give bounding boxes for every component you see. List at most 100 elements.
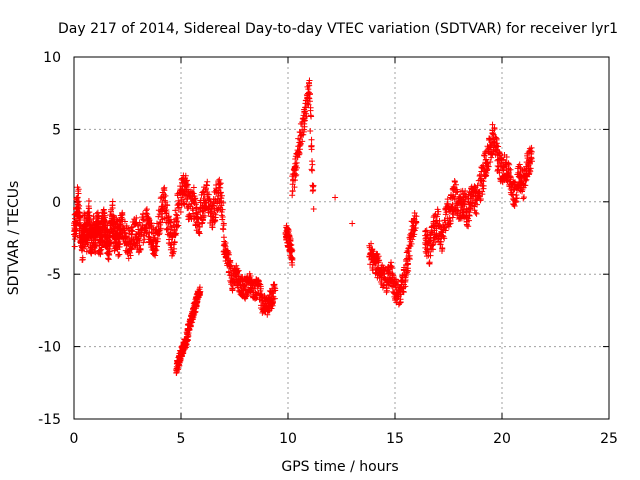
- data-point: [216, 184, 223, 191]
- data-point: [389, 271, 396, 278]
- data-point: [306, 90, 313, 97]
- data-point: [528, 154, 535, 161]
- y-tick-label: 0: [52, 195, 61, 211]
- data-point: [413, 219, 420, 226]
- data-point: [349, 220, 356, 227]
- data-point: [157, 195, 164, 202]
- data-point: [153, 220, 160, 227]
- data-point: [151, 234, 158, 241]
- data-point: [220, 220, 227, 227]
- data-point: [462, 188, 469, 195]
- x-tick-label: 25: [600, 431, 618, 447]
- data-point: [257, 285, 264, 292]
- data-point: [90, 213, 97, 220]
- data-point: [209, 224, 216, 231]
- data-point: [195, 221, 202, 228]
- data-point: [86, 212, 93, 219]
- data-point: [306, 95, 313, 102]
- data-point: [485, 163, 492, 170]
- data-point: [143, 206, 150, 213]
- data-point: [497, 151, 504, 158]
- data-point: [483, 167, 490, 174]
- data-point: [467, 206, 474, 213]
- data-point: [220, 234, 227, 241]
- data-point: [388, 259, 395, 266]
- data-point: [309, 161, 316, 168]
- x-axis-label: GPS time / hours: [281, 459, 398, 475]
- data-point: [159, 208, 166, 215]
- data-point: [101, 210, 108, 217]
- data-point: [504, 177, 511, 184]
- data-point: [176, 204, 183, 211]
- data-point: [287, 237, 294, 244]
- data-point: [169, 249, 176, 256]
- data-point: [173, 230, 180, 237]
- data-point: [73, 228, 80, 235]
- data-point: [427, 252, 434, 259]
- y-axis: -15 -10 -5 0 5 10: [38, 50, 609, 428]
- data-point: [397, 296, 404, 303]
- data-point: [472, 209, 479, 216]
- x-tick-label: 0: [70, 431, 79, 447]
- data-point: [427, 237, 434, 244]
- data-point: [234, 268, 241, 275]
- data-point: [79, 254, 86, 261]
- data-point: [196, 230, 203, 237]
- data-point: [436, 218, 443, 225]
- data-point: [154, 235, 161, 242]
- data-point: [183, 181, 190, 188]
- data-point: [308, 146, 315, 153]
- data-point: [197, 288, 204, 295]
- data-point: [117, 220, 124, 227]
- data-point: [140, 239, 147, 246]
- data-point: [506, 161, 513, 168]
- data-point: [110, 212, 117, 219]
- data-point: [310, 182, 317, 189]
- data-point: [163, 210, 170, 217]
- data-point: [79, 245, 86, 252]
- data-point: [85, 203, 92, 210]
- data-point: [483, 160, 490, 167]
- data-point: [271, 281, 278, 288]
- data-point: [471, 207, 478, 214]
- data-point: [272, 285, 279, 292]
- data-point: [158, 213, 165, 220]
- data-point: [144, 211, 151, 218]
- data-point: [411, 227, 418, 234]
- data-point: [495, 143, 502, 150]
- data-point: [204, 178, 211, 185]
- data-point: [479, 162, 486, 169]
- data-point: [235, 267, 242, 274]
- data-point: [291, 177, 298, 184]
- data-point: [217, 189, 224, 196]
- data-point: [306, 98, 313, 105]
- data-point: [83, 248, 90, 255]
- data-point: [143, 210, 150, 217]
- data-point: [305, 101, 312, 108]
- data-point: [271, 295, 278, 302]
- data-point: [390, 272, 397, 279]
- data-point: [219, 206, 226, 213]
- data-point: [291, 184, 298, 191]
- data-point: [512, 199, 519, 206]
- data-point: [207, 210, 214, 217]
- data-point: [520, 195, 527, 202]
- data-point: [505, 160, 512, 167]
- data-point: [157, 219, 164, 226]
- data-point: [307, 127, 314, 134]
- data-point: [132, 220, 139, 227]
- data-point: [289, 256, 296, 263]
- data-point: [507, 166, 514, 173]
- data-point: [489, 121, 496, 128]
- data-point: [190, 184, 197, 191]
- data-point: [297, 141, 304, 148]
- data-point: [506, 173, 513, 180]
- data-point: [307, 112, 314, 119]
- data-point: [403, 256, 410, 263]
- data-point: [122, 233, 129, 240]
- data-point: [218, 192, 225, 199]
- data-point: [227, 262, 234, 269]
- data-point: [171, 238, 178, 245]
- data-point: [113, 214, 120, 221]
